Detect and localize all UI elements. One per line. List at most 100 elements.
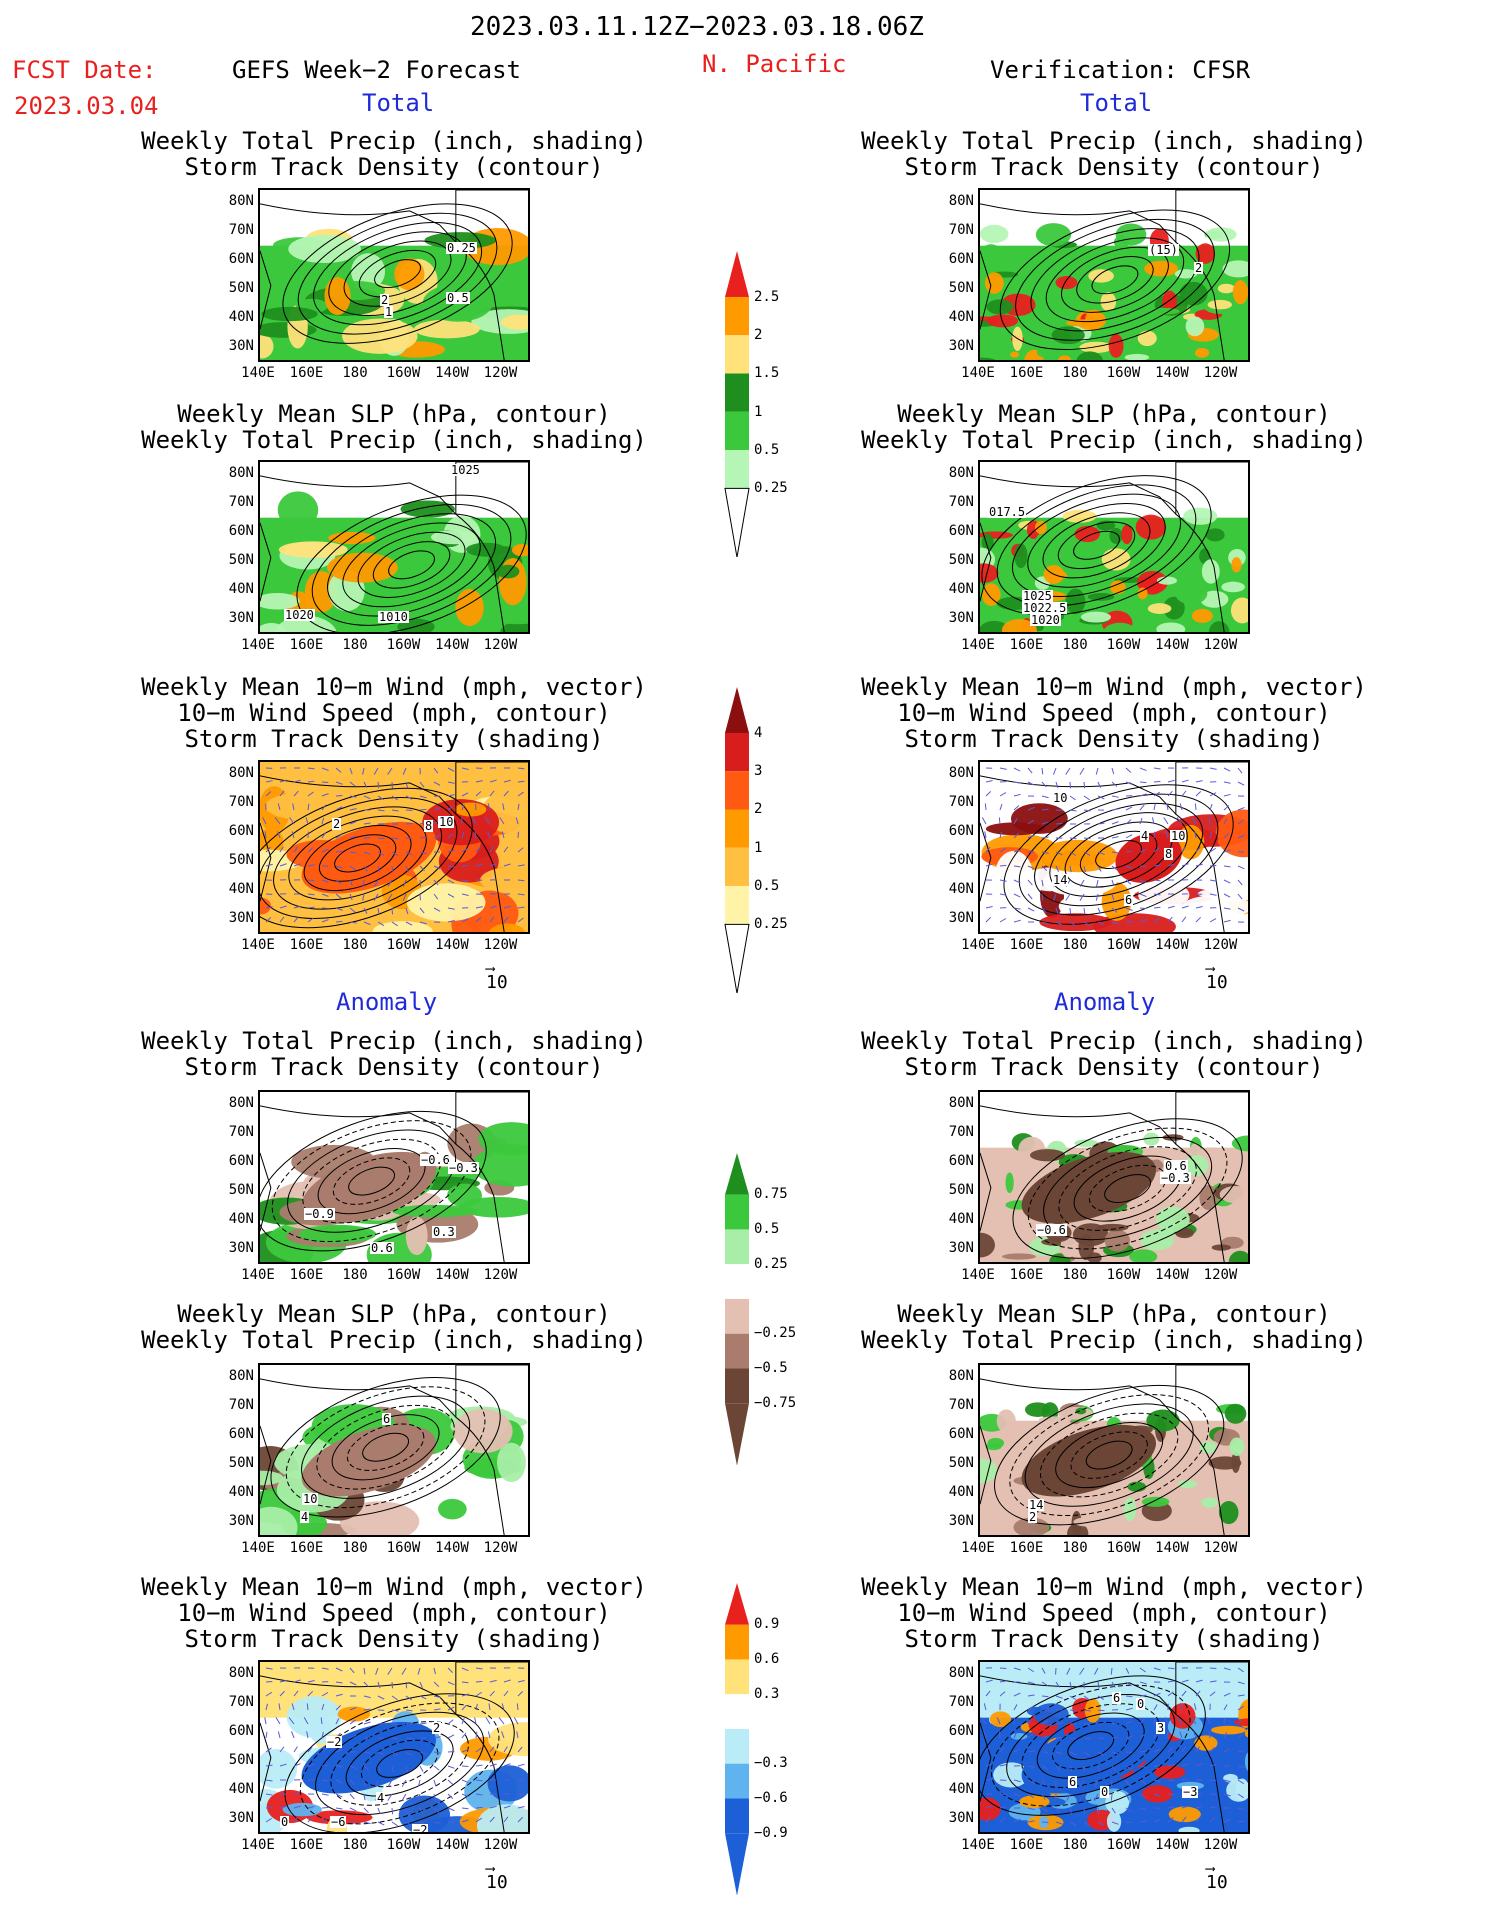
contour-line	[1015, 218, 1215, 341]
wind-vector	[292, 803, 295, 811]
wind-vector	[1069, 1765, 1073, 1773]
wind-vector	[349, 907, 356, 913]
wind-vector	[498, 1717, 505, 1725]
lon-tick: 140W	[435, 937, 469, 953]
wind-vector	[503, 905, 511, 909]
wind-vector	[1153, 831, 1156, 839]
wind-vector	[1139, 1807, 1147, 1811]
wind-vector	[1195, 846, 1201, 853]
coastline-arctic	[980, 1378, 1177, 1418]
wind-vector	[1195, 1763, 1203, 1767]
contour-line	[1091, 265, 1139, 295]
wind-vector	[362, 893, 365, 901]
lon-tick: 160E	[289, 1837, 324, 1853]
wind-vector	[447, 1750, 455, 1753]
wind-vector	[1125, 1779, 1130, 1786]
colorbar-swatch	[725, 1728, 749, 1764]
wind-vector	[293, 1816, 299, 1823]
lon-tick: 160W	[1106, 637, 1141, 653]
wind-vector	[999, 1746, 1006, 1753]
vector-reference: ⟶ 10	[1206, 1861, 1228, 1893]
wind-vector	[447, 833, 454, 839]
wind-vector	[1125, 879, 1132, 885]
shade-cell	[1127, 313, 1145, 331]
shade-cell	[282, 1802, 322, 1817]
wind-vector	[391, 921, 398, 927]
wind-vector	[461, 1693, 469, 1697]
lon-tick: 140E	[961, 637, 995, 653]
wind-vector	[1167, 905, 1175, 909]
shade-cell	[980, 1797, 1001, 1821]
panel-title: Weekly Total Precip (inch, shading)	[861, 127, 1367, 155]
wind-vector	[391, 851, 399, 856]
contour-line	[346, 1423, 425, 1471]
shade-cell	[1109, 527, 1123, 544]
wind-vector	[1013, 1704, 1018, 1711]
wind-vector	[335, 1779, 343, 1784]
wind-vector	[1237, 834, 1245, 839]
wind-vector	[517, 1805, 525, 1809]
wind-vector	[1167, 1817, 1174, 1823]
wind-vector	[405, 1695, 412, 1701]
wind-vector	[1095, 767, 1099, 775]
wind-vector	[377, 1751, 385, 1756]
wind-vector	[1139, 804, 1145, 811]
wind-vector	[1111, 851, 1119, 854]
shade-cell	[1101, 548, 1131, 571]
wind-vector	[1237, 1820, 1245, 1823]
wind-vector	[985, 791, 992, 797]
coastline-asia	[260, 522, 272, 602]
wind-vector	[461, 792, 469, 797]
wind-vector	[1041, 1707, 1049, 1711]
wind-vector	[999, 893, 1007, 896]
wind-vector	[1041, 921, 1049, 925]
lat-tick: 80N	[948, 1095, 974, 1111]
colorbar-swatch	[725, 885, 749, 925]
wind-vector	[489, 1805, 497, 1809]
wind-vector	[1209, 803, 1213, 811]
colorbar-label: −0.25	[754, 1325, 797, 1342]
wind-vector	[349, 1681, 357, 1686]
lat-tick: 50N	[948, 280, 974, 296]
contour-line	[981, 475, 1212, 616]
wind-vector	[419, 808, 427, 811]
wind-vector	[1167, 1806, 1175, 1809]
contour-line	[260, 797, 458, 919]
colorbar-swatch	[725, 335, 749, 374]
wind-vector	[349, 781, 356, 787]
wind-vector	[1153, 1692, 1161, 1697]
colorbar-swatch	[725, 1298, 749, 1334]
wind-vector	[1209, 893, 1217, 896]
wind-vector	[1097, 822, 1105, 825]
wind-vector	[1125, 1720, 1133, 1725]
wind-vector	[461, 1793, 469, 1798]
wind-vector	[1055, 781, 1059, 789]
wind-vector	[1139, 1694, 1147, 1697]
shade-cell	[261, 306, 318, 322]
panel-title: Weekly Total Precip (inch, shading)	[861, 1326, 1367, 1354]
contour-line	[282, 203, 513, 344]
shade-cell	[263, 907, 305, 932]
contour-label: 0	[1136, 1697, 1146, 1711]
panel-title: Weekly Mean 10−m Wind (mph, vector)	[861, 673, 1367, 701]
wind-vector	[335, 806, 343, 811]
shade-cell	[1108, 333, 1124, 358]
map-panel-12: 6 0 3 6 0 −3	[978, 1660, 1250, 1834]
lat-tick: 70N	[228, 494, 254, 510]
wind-vector	[1097, 1709, 1105, 1712]
wind-vector	[335, 907, 343, 911]
contour-label: 10	[1170, 829, 1187, 843]
colorbar-tail	[725, 1832, 749, 1896]
contour-line	[334, 843, 381, 873]
lon-tick: 180	[342, 1837, 368, 1853]
wind-vector	[1209, 1806, 1217, 1809]
shade-cell	[1103, 622, 1138, 632]
wind-vector	[999, 1764, 1007, 1767]
wind-vector	[475, 1779, 483, 1782]
wind-vector	[1237, 1667, 1244, 1673]
shade-cell	[1146, 1409, 1180, 1432]
wind-vector	[513, 1717, 519, 1725]
wind-vector	[279, 905, 287, 909]
shade-cell	[1055, 305, 1070, 323]
lon-tick: 140E	[241, 1267, 275, 1283]
